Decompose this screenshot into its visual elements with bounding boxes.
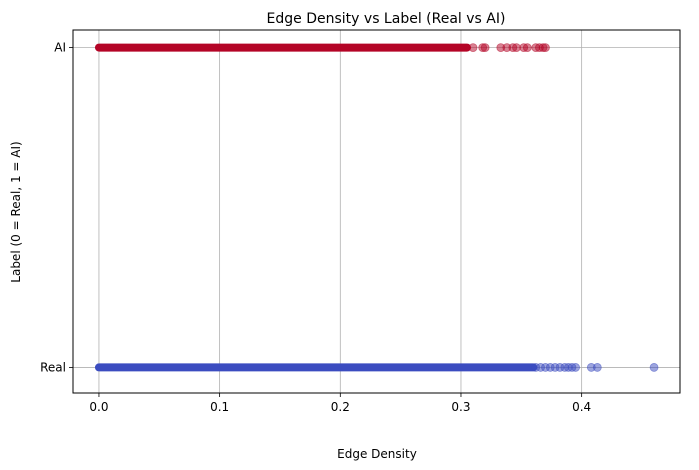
plot-frame: [72, 29, 681, 394]
y-tick-label: Real: [40, 360, 66, 374]
series-ai: [94, 43, 550, 52]
x-tick-label: 0.2: [331, 400, 350, 414]
series-real: [94, 363, 659, 372]
data-point: [522, 43, 532, 52]
x-axis-label: Edge Density: [337, 447, 417, 461]
y-axis-label: Label (0 = Real, 1 = AI): [9, 141, 23, 282]
y-axis-ticks: Real AI: [40, 41, 73, 374]
data-point: [512, 43, 521, 52]
x-tick-label: 0.4: [572, 400, 591, 414]
data-point: [480, 43, 490, 52]
data-point: [468, 43, 478, 52]
y-tick-label: AI: [54, 41, 66, 55]
dense-points-band: [94, 43, 472, 52]
data-point: [649, 363, 659, 372]
x-axis-ticks: 0.0 0.1 0.2 0.3 0.4: [89, 393, 591, 414]
data-point: [541, 43, 550, 52]
data-points: [94, 43, 659, 372]
x-tick-label: 0.1: [210, 400, 229, 414]
data-point: [592, 363, 602, 372]
x-tick-label: 0.3: [451, 400, 470, 414]
chart-title: Edge Density vs Label (Real vs AI): [267, 11, 506, 27]
x-tick-label: 0.0: [89, 400, 108, 414]
data-point: [571, 363, 581, 372]
dense-points-band: [94, 363, 538, 372]
